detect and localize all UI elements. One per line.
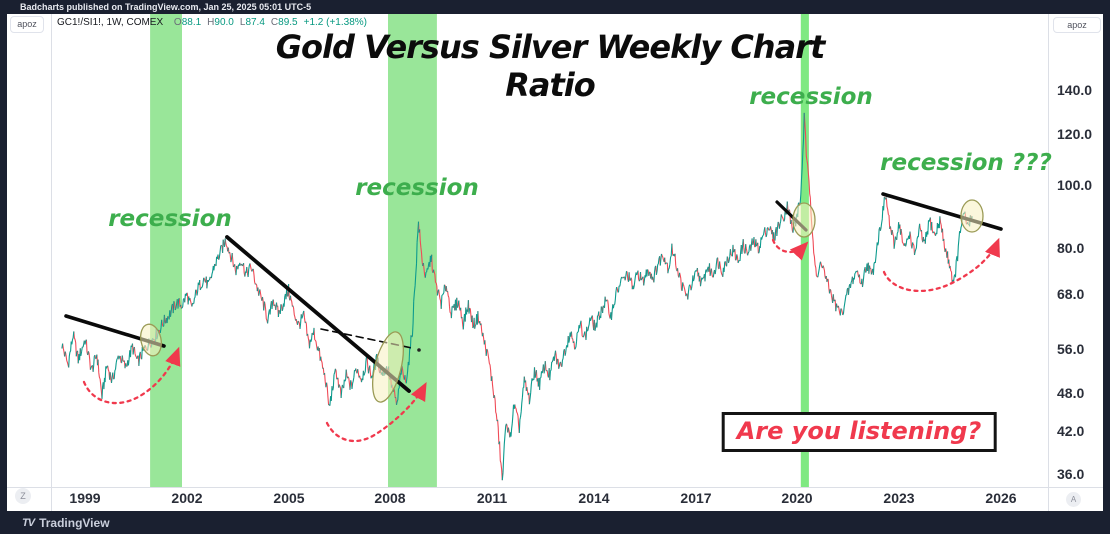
tradingview-logo-icon[interactable]: TV bbox=[22, 516, 35, 529]
left-edge-strip bbox=[0, 14, 7, 511]
chart-title: Gold Versus Silver Weekly Chart Ratio bbox=[275, 28, 826, 104]
trendline bbox=[881, 192, 1003, 231]
x-axis-label: 2011 bbox=[476, 490, 508, 506]
x-axis-label: 2017 bbox=[680, 490, 712, 506]
y-axis-label: 56.0 bbox=[1057, 341, 1085, 357]
y-axis-label: 140.0 bbox=[1057, 82, 1093, 98]
symbol-info-row[interactable]: GC1!/SI1!, 1W, COMEX O88.1 H90.0 L87.4 C89.… bbox=[57, 15, 367, 31]
publisher-chip[interactable]: apoz bbox=[10, 16, 44, 33]
highlight-ellipse bbox=[372, 331, 404, 403]
price-axis-divider bbox=[1048, 14, 1049, 511]
x-axis-label: 2008 bbox=[374, 490, 406, 506]
y-axis-label: 48.0 bbox=[1057, 385, 1085, 401]
high-value: 90.0 bbox=[214, 17, 234, 28]
callout-box[interactable]: Are you listening? bbox=[721, 412, 997, 452]
highlight-ellipse bbox=[960, 199, 984, 233]
y-axis-label: 80.0 bbox=[1057, 240, 1085, 256]
publish-info-text: Badcharts published on TradingView.com, … bbox=[20, 2, 312, 12]
y-axis-label: 120.0 bbox=[1057, 126, 1093, 142]
low-label: L bbox=[239, 17, 246, 28]
change-value: +1.2 (+1.38%) bbox=[303, 17, 367, 28]
publisher-chip-right[interactable]: apoz bbox=[1053, 17, 1101, 33]
time-axis-divider bbox=[7, 487, 1103, 488]
recession-label[interactable]: recession bbox=[355, 175, 479, 201]
recession-label[interactable]: recession ??? bbox=[880, 150, 1052, 176]
footer-bar: TV TradingView bbox=[0, 511, 1110, 534]
low-value: 87.4 bbox=[245, 17, 265, 28]
high-label: H bbox=[207, 17, 215, 28]
x-axis-label: 1999 bbox=[69, 490, 101, 506]
x-axis-label: 2023 bbox=[883, 490, 915, 506]
highlight-ellipse bbox=[140, 323, 162, 357]
open-value: 88.1 bbox=[181, 17, 202, 28]
close-value: 89.5 bbox=[278, 17, 298, 28]
highlight-ellipse bbox=[792, 202, 816, 238]
x-axis-label: 2026 bbox=[985, 490, 1017, 506]
y-axis-label: 42.0 bbox=[1057, 423, 1085, 439]
timezone-button[interactable]: Z bbox=[15, 488, 31, 504]
symbol-name[interactable]: GC1!/SI1!, 1W, COMEX bbox=[57, 17, 164, 28]
x-axis-label: 2020 bbox=[781, 490, 813, 506]
y-axis-label: 36.0 bbox=[1057, 466, 1085, 482]
recession-label[interactable]: recession bbox=[749, 84, 873, 110]
x-axis-label: 2005 bbox=[273, 490, 305, 506]
publish-info-bar: Badcharts published on TradingView.com, … bbox=[0, 0, 1110, 14]
open-label: O bbox=[173, 17, 182, 28]
swing-arrow bbox=[325, 381, 427, 443]
swing-arrow bbox=[882, 237, 1000, 293]
x-axis-label: 2002 bbox=[171, 490, 203, 506]
x-axis-label: 2014 bbox=[578, 490, 610, 506]
y-axis-label: 100.0 bbox=[1057, 177, 1093, 193]
swing-arrow bbox=[82, 346, 181, 405]
right-edge-strip bbox=[1103, 14, 1110, 511]
auto-scale-button[interactable]: A bbox=[1066, 492, 1081, 507]
close-label: C bbox=[270, 17, 279, 28]
swing-arrow bbox=[771, 238, 809, 261]
toolbar-divider bbox=[51, 14, 52, 511]
y-axis-label: 68.0 bbox=[1057, 286, 1085, 302]
recession-label[interactable]: recession bbox=[108, 206, 232, 232]
tradingview-brand-link[interactable]: TradingView bbox=[39, 515, 110, 530]
